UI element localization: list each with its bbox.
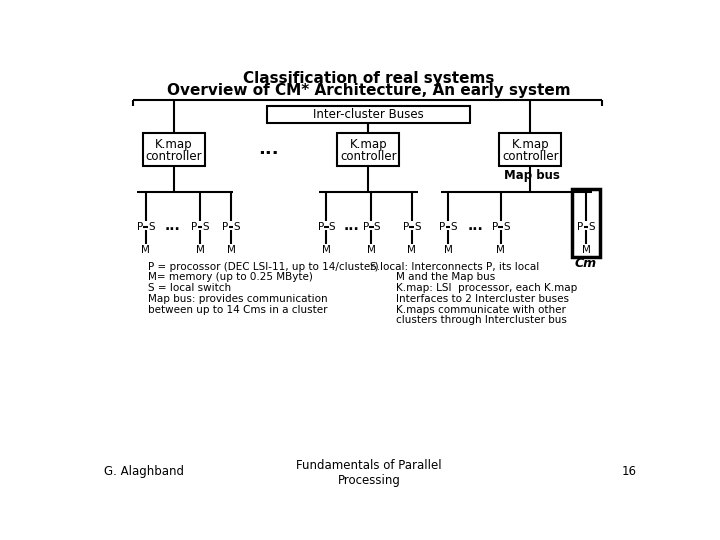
Text: M: M: [582, 245, 590, 254]
Text: Inter-cluster Buses: Inter-cluster Buses: [313, 109, 423, 122]
Text: M: M: [367, 245, 376, 254]
Bar: [266, 106, 469, 123]
Text: P: P: [138, 221, 143, 232]
Text: K.map: K.map: [349, 138, 387, 151]
Bar: [143, 132, 204, 166]
Text: M: M: [444, 245, 452, 254]
Text: 16: 16: [621, 465, 636, 478]
Text: clusters through Intercluster bus: clusters through Intercluster bus: [396, 315, 567, 326]
Text: S = local switch: S = local switch: [148, 283, 231, 293]
Text: P = procossor (DEC LSI-11, up to 14/cluster): P = procossor (DEC LSI-11, up to 14/clus…: [148, 261, 379, 272]
Text: S: S: [503, 221, 510, 232]
Text: G. Alaghband: G. Alaghband: [104, 465, 184, 478]
Text: Classification of real systems: Classification of real systems: [243, 71, 495, 86]
Text: S: S: [148, 221, 155, 232]
Text: Cm: Cm: [575, 257, 597, 270]
Text: P: P: [222, 221, 229, 232]
Text: S.local: Interconnects P, its local: S.local: Interconnects P, its local: [369, 261, 539, 272]
Text: Interfaces to 2 Intercluster buses: Interfaces to 2 Intercluster buses: [396, 294, 569, 304]
Bar: [337, 132, 399, 166]
Text: ...: ...: [343, 219, 359, 233]
Text: Map bus: provides communication: Map bus: provides communication: [148, 294, 328, 304]
Text: S: S: [588, 221, 595, 232]
Text: K.map: K.map: [155, 138, 192, 151]
Text: S: S: [329, 221, 336, 232]
Text: S: S: [233, 221, 240, 232]
Text: controller: controller: [502, 150, 559, 163]
Text: M: M: [408, 245, 416, 254]
Text: P: P: [577, 221, 584, 232]
Text: ...: ...: [468, 219, 484, 233]
Text: M and the Map bus: M and the Map bus: [396, 272, 495, 282]
Bar: [572, 189, 600, 257]
Text: P: P: [192, 221, 198, 232]
Bar: [499, 132, 561, 166]
Text: Map bus: Map bus: [504, 169, 559, 182]
Text: M: M: [141, 245, 150, 254]
Text: between up to 14 Cms in a cluster: between up to 14 Cms in a cluster: [148, 305, 328, 315]
Text: M: M: [322, 245, 330, 254]
Text: M= memory (up to 0.25 MByte): M= memory (up to 0.25 MByte): [148, 272, 313, 282]
Text: M: M: [196, 245, 204, 254]
Text: controller: controller: [145, 150, 202, 163]
Text: Overview of CM* Architecture, An early system: Overview of CM* Architecture, An early s…: [167, 84, 571, 98]
Text: K.map: K.map: [511, 138, 549, 151]
Text: controller: controller: [340, 150, 397, 163]
Text: S: S: [414, 221, 420, 232]
Text: P: P: [318, 221, 324, 232]
Text: P: P: [492, 221, 498, 232]
Text: S: S: [374, 221, 380, 232]
Text: K.maps communicate with other: K.maps communicate with other: [396, 305, 566, 315]
Text: M: M: [496, 245, 505, 254]
Text: ...: ...: [258, 140, 279, 159]
Text: P: P: [403, 221, 409, 232]
Text: ...: ...: [165, 219, 181, 233]
Text: P: P: [439, 221, 446, 232]
Text: S: S: [202, 221, 209, 232]
Text: P: P: [363, 221, 369, 232]
Text: Fundamentals of Parallel
Processing: Fundamentals of Parallel Processing: [296, 459, 442, 487]
Text: K.map: LSI  processor, each K.map: K.map: LSI processor, each K.map: [396, 283, 577, 293]
Text: M: M: [227, 245, 235, 254]
Text: S: S: [451, 221, 457, 232]
